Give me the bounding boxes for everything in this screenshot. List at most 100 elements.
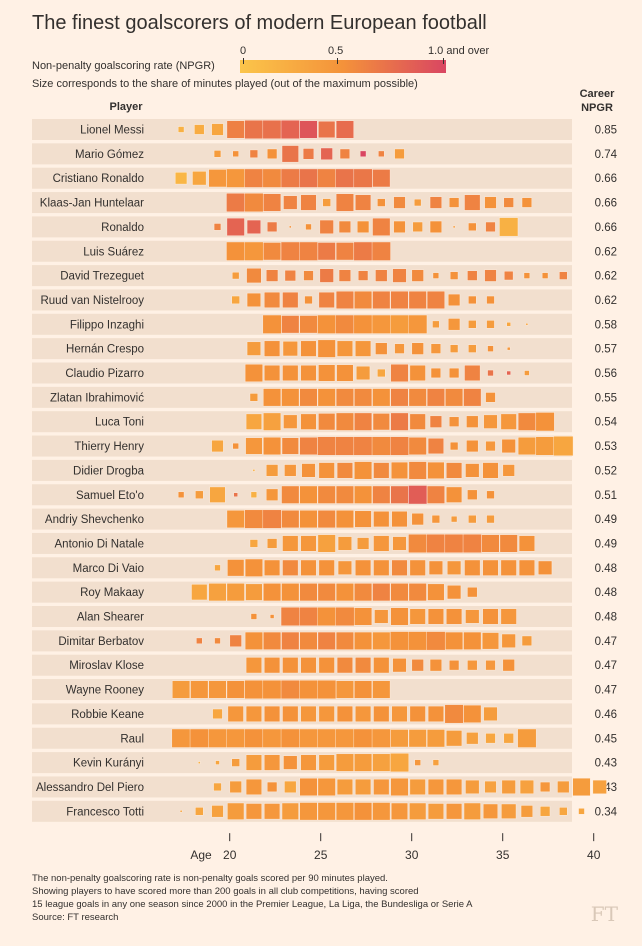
season-cell [172, 680, 191, 699]
season-cell [336, 462, 353, 479]
season-cell [540, 806, 551, 817]
season-cell [578, 808, 585, 815]
season-cell [390, 290, 409, 309]
season-cell [335, 412, 354, 431]
season-cell [355, 559, 372, 576]
season-cell [246, 292, 261, 307]
season-cell [409, 608, 426, 625]
season-cell [431, 515, 441, 524]
player-name: Didier Drogba [73, 465, 145, 477]
career-npgr-value: 0.48 [595, 612, 617, 624]
season-cell [336, 364, 354, 382]
season-cell [450, 271, 459, 280]
season-cell [336, 778, 353, 795]
career-npgr-value: 0.46 [595, 709, 617, 721]
season-cell [300, 194, 317, 211]
season-cell [429, 415, 442, 428]
career-npgr-value: 0.62 [595, 271, 617, 283]
season-cell [445, 631, 464, 650]
season-cell [372, 169, 391, 188]
season-cell [465, 779, 480, 794]
player-name: Roy Makaay [80, 587, 144, 599]
career-npgr-value: 0.51 [595, 490, 617, 502]
season-cell [426, 290, 445, 309]
season-cell [177, 491, 185, 498]
player-name: Samuel Eto'o [76, 490, 144, 502]
season-cell [411, 659, 424, 672]
career-npgr-value: 0.53 [595, 441, 617, 453]
season-cell [282, 705, 299, 722]
season-cell [429, 196, 442, 209]
season-cell [559, 271, 568, 280]
season-cell [280, 168, 300, 188]
player-name: Zlatan Ibrahimović [50, 392, 144, 404]
season-cell [214, 564, 221, 571]
player-name: Klaas-Jan Huntelaar [40, 198, 144, 210]
season-cell [465, 463, 480, 478]
season-cell [232, 271, 240, 280]
season-cell [299, 120, 318, 139]
season-cell [189, 728, 209, 748]
season-cell [226, 217, 245, 236]
season-cell [484, 196, 497, 209]
season-cell [519, 779, 534, 794]
season-cell [231, 295, 240, 305]
season-cell [263, 583, 282, 602]
season-cell [426, 631, 446, 651]
season-cell [354, 461, 373, 480]
career-npgr-value: 0.62 [595, 246, 617, 258]
season-cell [374, 609, 389, 624]
season-cell [303, 270, 314, 281]
player-name: Antonio Di Natale [55, 538, 145, 550]
season-cell [535, 412, 555, 432]
season-cell [353, 168, 373, 188]
season-cell [377, 198, 386, 207]
player-name: Claudio Pizarro [65, 368, 144, 380]
season-cell [487, 345, 494, 352]
season-cell [468, 320, 477, 329]
season-cell [427, 461, 445, 479]
season-cell [245, 803, 262, 820]
season-cell [371, 436, 391, 456]
season-cell [390, 607, 409, 626]
season-cell [269, 614, 275, 619]
season-cell [357, 537, 370, 550]
season-cell [468, 295, 477, 305]
season-cell [378, 150, 385, 157]
season-cell [213, 223, 222, 231]
footer-line: Showing players to have scored more than… [32, 886, 419, 897]
season-cell [538, 560, 553, 575]
season-cell [393, 220, 406, 233]
season-cell [208, 583, 227, 602]
season-cell [195, 807, 204, 816]
season-cell [211, 123, 224, 136]
season-cell [466, 440, 479, 453]
footer-line: 15 league goals in any one season since … [32, 899, 473, 910]
season-cell [264, 340, 281, 357]
season-cell [354, 680, 373, 699]
season-cell [335, 583, 354, 602]
player-name: Hernán Crespo [66, 344, 144, 356]
season-cell [427, 608, 444, 625]
season-cell [267, 221, 278, 232]
player-name: Thierry Henry [74, 441, 144, 453]
season-cell [267, 148, 278, 159]
season-cell [335, 631, 354, 650]
season-cell [171, 728, 191, 748]
season-cell [212, 708, 223, 719]
season-cell [430, 343, 441, 354]
season-cell [506, 322, 511, 327]
season-cell [299, 510, 318, 529]
gradient-tick-mark [337, 58, 338, 64]
season-cell [252, 469, 256, 472]
season-cell [482, 608, 499, 625]
season-cell [190, 680, 209, 699]
season-cell [535, 436, 555, 456]
season-cell [283, 195, 298, 210]
season-cell [245, 657, 262, 674]
season-cell [335, 607, 355, 626]
season-cell [503, 733, 514, 744]
season-cell [318, 364, 336, 382]
season-cell [483, 414, 498, 429]
season-cell [227, 705, 244, 722]
